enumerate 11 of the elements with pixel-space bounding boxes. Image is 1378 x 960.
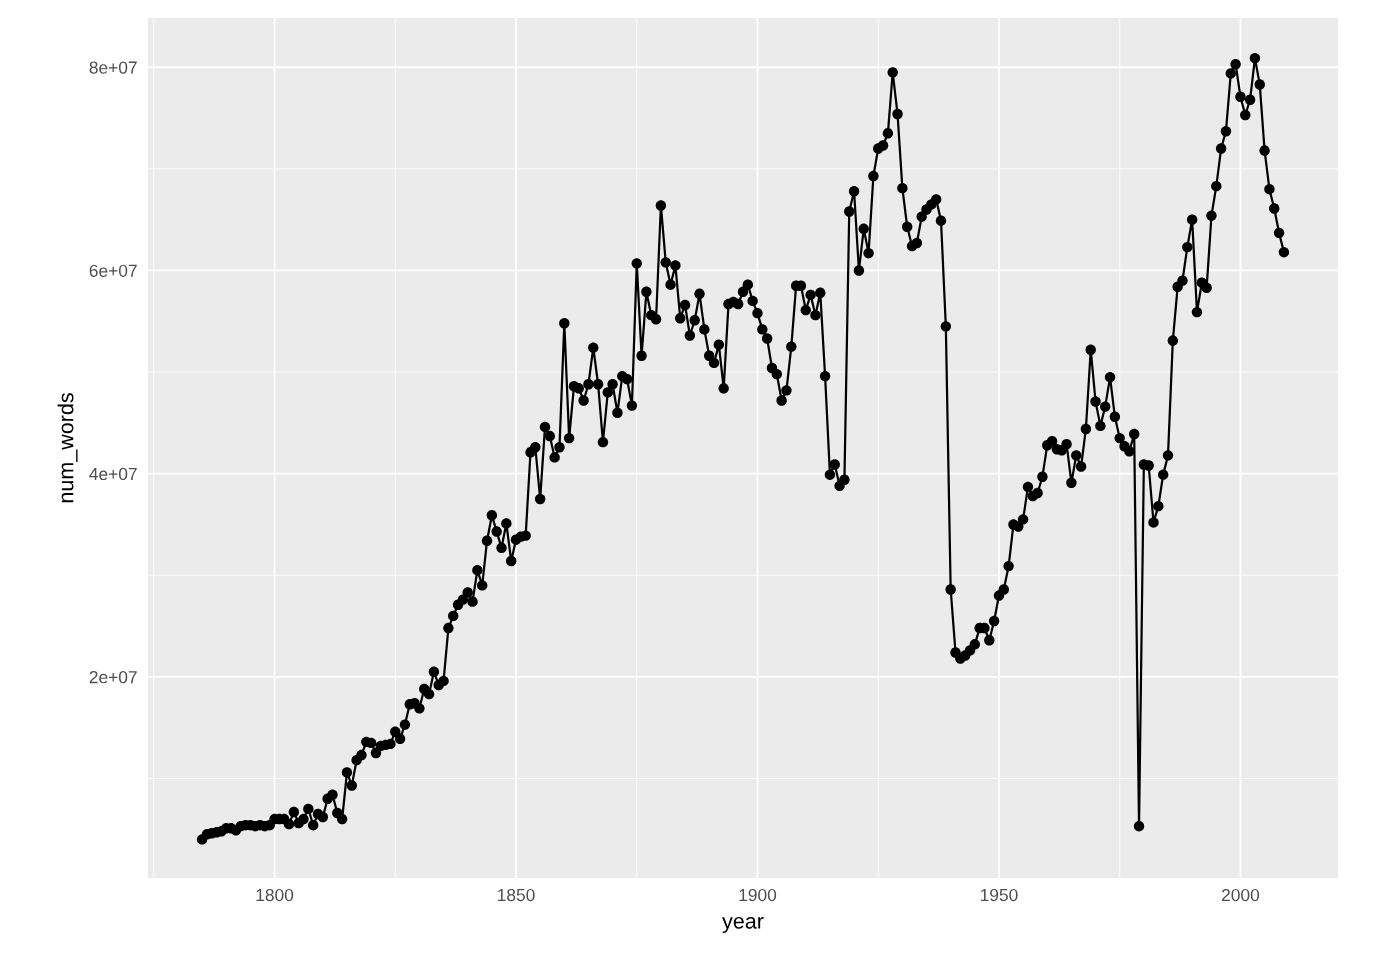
x-tick-label: 2000 [1222, 888, 1260, 902]
y-tick-label: 8e+07 [89, 61, 137, 74]
x-tick-label: 1900 [739, 888, 777, 902]
y-axis-title: num_words [57, 393, 78, 503]
x-axis-title: year [722, 916, 764, 933]
y-tick-label: 4e+07 [89, 467, 137, 481]
y-tick-label: 6e+07 [89, 264, 137, 277]
x-tick-label: 1850 [498, 888, 535, 902]
y-tick-label: 2e+07 [89, 671, 137, 684]
x-tick-label: 1950 [980, 888, 1018, 902]
x-tick-label: 1800 [256, 888, 294, 902]
